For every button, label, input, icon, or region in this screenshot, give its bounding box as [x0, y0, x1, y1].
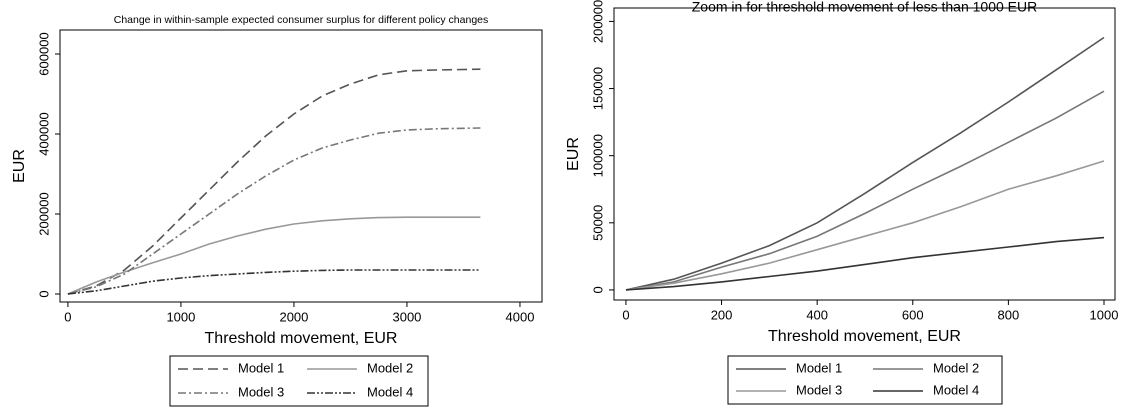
x-tick-label: 0: [64, 309, 71, 324]
series-line: [67, 68, 481, 295]
x-tick-label: 4000: [506, 309, 535, 324]
x-tick-label: 3000: [392, 309, 421, 324]
y-tick-label: 0: [36, 290, 51, 297]
legend-label: Model 4: [933, 382, 979, 397]
x-tick-label: 800: [998, 307, 1020, 322]
legend-label: Model 3: [796, 382, 842, 397]
chart-title: Change in within-sample expected consume…: [114, 14, 489, 26]
y-tick-label: 100000: [590, 134, 605, 177]
series-line: [67, 216, 481, 295]
chart-title: Zoom in for threshold movement of less t…: [692, 0, 1038, 15]
y-tick-label: 200000: [590, 0, 605, 43]
y-tick-label: 600000: [36, 32, 51, 75]
legend-label: Model 2: [367, 360, 413, 375]
x-axis-label: Threshold movement, EUR: [768, 328, 961, 345]
legend-label: Model 1: [238, 360, 284, 375]
x-tick-label: 0: [622, 307, 629, 322]
legend-label: Model 4: [367, 384, 413, 399]
legend-box: [169, 355, 429, 407]
plot-frame: [613, 7, 1116, 301]
series-line: [67, 127, 481, 295]
series-line: [625, 36, 1105, 291]
x-tick-label: 1000: [166, 309, 195, 324]
series-line: [67, 269, 481, 295]
y-tick-label: 0: [590, 286, 605, 293]
x-tick-label: 600: [902, 307, 924, 322]
x-axis-label: Threshold movement, EUR: [205, 330, 398, 347]
series-line: [625, 236, 1105, 291]
series-line: [625, 90, 1105, 291]
x-tick-label: 400: [806, 307, 828, 322]
y-axis-label: EUR: [565, 137, 582, 171]
y-tick-label: 150000: [590, 67, 605, 110]
x-tick-label: 200: [711, 307, 733, 322]
legend-label: Model 3: [238, 384, 284, 399]
legend-box: [727, 355, 1003, 405]
plot-frame: [59, 29, 543, 303]
y-tick-label: 400000: [36, 112, 51, 155]
x-tick-label: 2000: [279, 309, 308, 324]
legend-label: Model 1: [796, 360, 842, 375]
series-line: [625, 160, 1105, 291]
y-axis-label: EUR: [11, 149, 28, 183]
y-tick-label: 200000: [36, 192, 51, 235]
legend-label: Model 2: [933, 360, 979, 375]
y-tick-label: 50000: [590, 205, 605, 241]
x-tick-label: 1000: [1090, 307, 1119, 322]
